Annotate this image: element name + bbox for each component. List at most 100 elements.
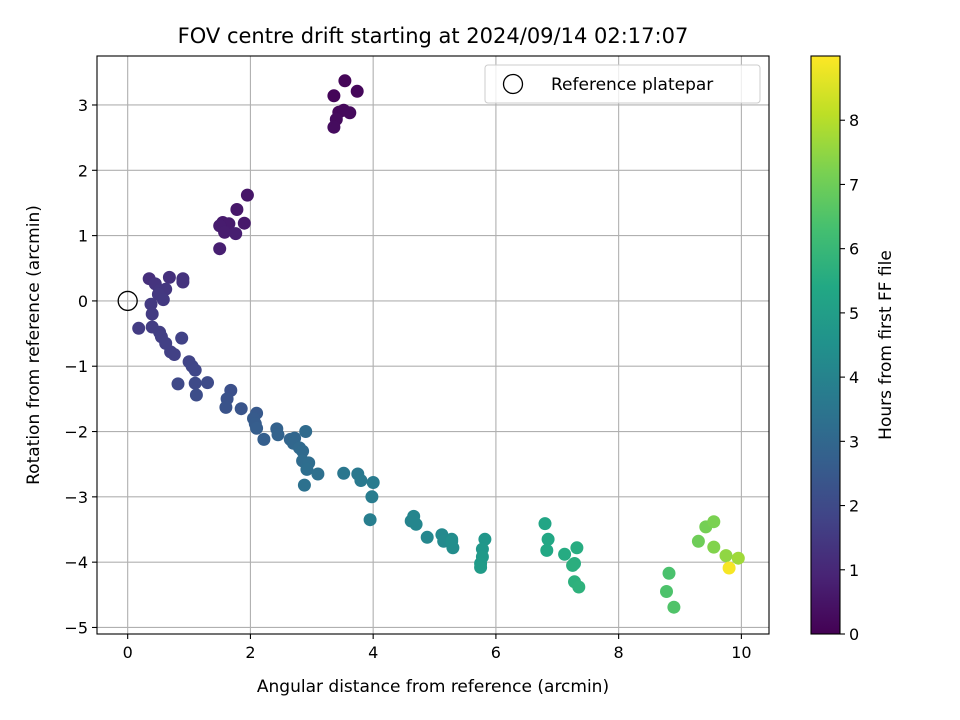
colorbar-frame <box>810 55 841 635</box>
data-point <box>162 270 176 284</box>
data-point <box>132 321 146 335</box>
y-tick-label: 3 <box>78 96 88 115</box>
data-point <box>234 402 248 416</box>
x-tick-label: 6 <box>491 643 501 662</box>
data-point <box>145 307 159 321</box>
data-point <box>420 530 434 544</box>
data-point <box>719 549 733 563</box>
data-point <box>667 600 681 614</box>
data-point <box>338 74 352 88</box>
data-point <box>337 466 351 480</box>
data-point <box>354 474 368 487</box>
data-point <box>176 275 190 289</box>
legend: Reference platepar <box>484 64 761 104</box>
data-point <box>213 242 227 256</box>
data-point <box>229 227 243 241</box>
legend-entry-reference: Reference platepar <box>551 75 713 95</box>
data-point <box>175 331 189 345</box>
data-point <box>167 348 181 361</box>
data-point <box>188 376 202 390</box>
data-point <box>409 517 423 531</box>
data-point <box>271 428 285 442</box>
data-point <box>296 444 310 458</box>
colorbar-tick-label: 2 <box>849 497 859 516</box>
x-axis-label: Angular distance from reference (arcmin) <box>257 677 609 697</box>
data-point <box>343 106 357 120</box>
data-point <box>201 376 214 390</box>
data-point <box>299 425 313 438</box>
x-axis-ticks: 0 2 4 6 8 10 <box>123 634 752 662</box>
data-point <box>474 560 488 574</box>
data-point <box>311 467 325 481</box>
data-point <box>237 216 251 230</box>
reference-marker-layer <box>117 290 138 312</box>
data-point <box>171 377 185 391</box>
x-tick-label: 0 <box>123 643 133 662</box>
x-tick-label: 2 <box>245 643 255 662</box>
data-point <box>558 547 572 561</box>
data-point <box>250 421 264 435</box>
data-point <box>445 534 459 548</box>
grid <box>97 56 769 634</box>
x-tick-label: 8 <box>614 643 624 662</box>
colorbar-tick-label: 5 <box>849 304 859 323</box>
data-point <box>257 432 271 446</box>
data-point <box>327 120 341 134</box>
data-point <box>365 490 379 504</box>
y-axis-ticks: −5 −4 −3 −2 −1 0 1 2 3 <box>64 96 97 637</box>
data-point <box>363 513 377 527</box>
chart-title: FOV centre drift starting at 2024/09/14 … <box>178 24 689 48</box>
x-tick-label: 4 <box>368 643 378 662</box>
data-point <box>662 566 676 580</box>
y-tick-label: 2 <box>78 161 88 180</box>
colorbar-tick-label: 4 <box>849 368 859 387</box>
data-point <box>707 515 721 529</box>
y-tick-label: 1 <box>78 227 88 246</box>
y-tick-label: −4 <box>64 553 88 572</box>
colorbar-ticks: 0 1 2 3 4 5 6 7 8 <box>840 111 859 644</box>
data-point <box>327 89 341 103</box>
data-point <box>660 585 673 598</box>
plot-frame <box>96 55 770 635</box>
y-tick-label: −2 <box>64 423 88 442</box>
data-point <box>156 293 170 307</box>
y-tick-label: −3 <box>64 488 88 507</box>
data-point <box>572 580 586 594</box>
data-point <box>722 561 736 575</box>
data-point <box>230 203 244 216</box>
x-tick-label: 10 <box>731 643 751 662</box>
y-tick-label: −5 <box>64 618 88 637</box>
colorbar-tick-label: 7 <box>849 175 859 194</box>
data-point <box>540 543 554 557</box>
data-point <box>570 541 584 555</box>
data-point <box>731 551 745 565</box>
reference-platepar-marker <box>117 290 138 312</box>
data-point <box>219 400 233 414</box>
colorbar-tick-label: 6 <box>849 240 859 259</box>
colorbar-tick-label: 1 <box>849 561 859 580</box>
colorbar-tick-label: 8 <box>849 111 859 130</box>
data-point <box>566 558 580 572</box>
legend-marker-reference <box>502 73 524 95</box>
y-axis-label: Rotation from reference (arcmin) <box>24 205 44 485</box>
data-point <box>707 540 721 554</box>
colorbar-tick-label: 3 <box>849 432 859 451</box>
y-tick-label: 0 <box>78 292 88 311</box>
legend-box <box>484 64 761 104</box>
data-point <box>297 478 311 492</box>
colorbar-tick-label: 0 <box>849 625 859 644</box>
data-point <box>366 476 380 489</box>
y-tick-label: −1 <box>64 357 88 376</box>
data-point <box>691 534 705 548</box>
data-point <box>350 84 364 98</box>
data-point <box>240 188 254 202</box>
colorbar-gradient <box>811 56 840 634</box>
data-point <box>538 517 552 531</box>
data-point <box>218 225 232 239</box>
data-point <box>188 363 202 377</box>
data-point <box>144 297 158 311</box>
data-point <box>478 532 492 546</box>
data-point <box>300 462 314 476</box>
